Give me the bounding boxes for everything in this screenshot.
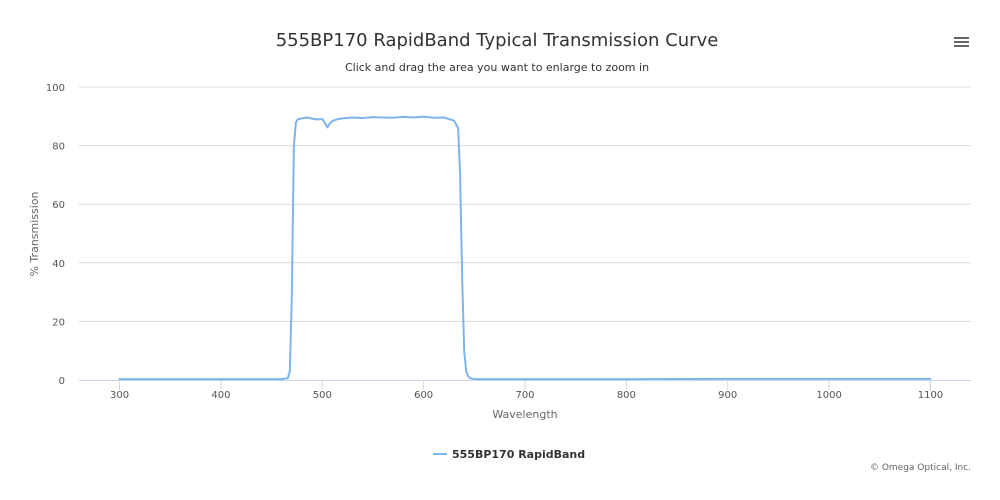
x-axis-title: Wavelength (492, 408, 557, 421)
x-tick-label: 800 (617, 390, 636, 401)
x-tick-label: 1100 (918, 390, 943, 401)
y-tick-label: 40 (52, 259, 65, 270)
y-tick-label: 20 (52, 317, 65, 328)
legend[interactable]: 555BP170 RapidBand (433, 448, 585, 461)
x-tick-label: 400 (211, 390, 230, 401)
x-tick-label: 700 (515, 390, 534, 401)
hamburger-menu-icon[interactable] (948, 32, 974, 52)
credits[interactable]: © Omega Optical, Inc. (870, 463, 971, 473)
menu-line-2 (954, 41, 969, 43)
x-tick-label: 1000 (816, 390, 841, 401)
x-tick-label: 300 (110, 390, 129, 401)
y-axis-title: % Transmission (28, 191, 41, 276)
menu-line-3 (954, 45, 969, 47)
series-line[interactable] (118, 115, 932, 381)
y-tick-label: 60 (52, 200, 65, 211)
y-tick-label: 100 (46, 83, 65, 94)
chart-title: 555BP170 RapidBand Typical Transmission … (276, 30, 719, 51)
y-tick-label: 0 (59, 376, 65, 387)
x-tick-label: 900 (718, 390, 737, 401)
x-tick-label: 600 (414, 390, 433, 401)
y-tick-label: 80 (52, 142, 65, 153)
y-axis-ticks: 0 20 40 60 80 100 (46, 83, 65, 387)
x-tick-label: 500 (313, 390, 332, 401)
legend-series-label[interactable]: 555BP170 RapidBand (452, 448, 585, 461)
x-axis-ticks: 300 400 500 600 700 800 900 1000 1100 (110, 380, 943, 401)
gridlines (79, 86, 971, 322)
chart-subtitle: Click and drag the area you want to enla… (345, 61, 649, 74)
menu-line-1 (954, 37, 969, 39)
series-layer (118, 115, 932, 381)
